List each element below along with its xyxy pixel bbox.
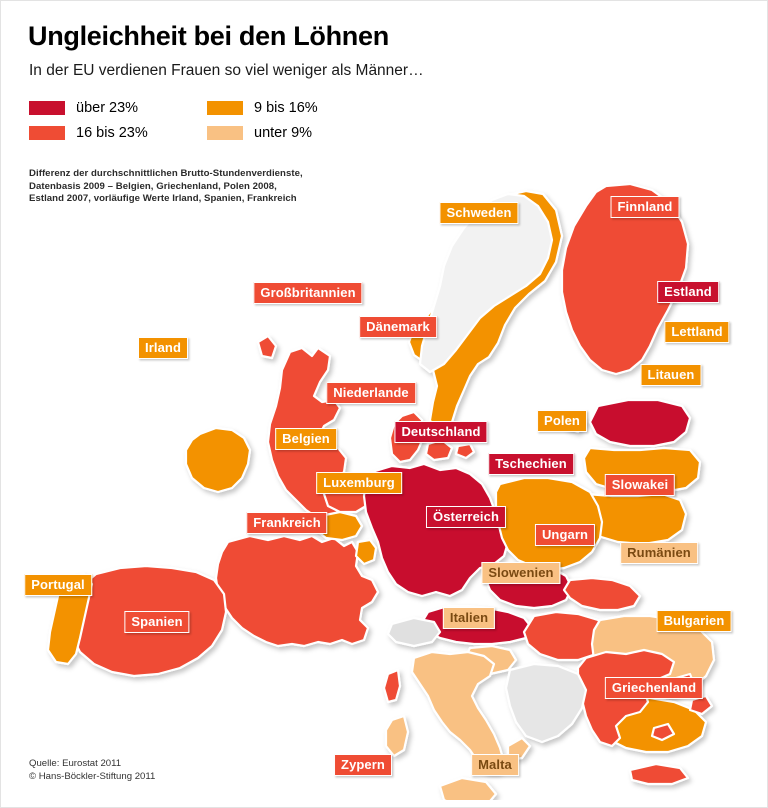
map-label-slowenien[interactable]: Slowenien bbox=[481, 562, 561, 584]
non-eu-schweiz bbox=[386, 616, 442, 648]
map-label-portugal[interactable]: Portugal bbox=[24, 574, 92, 596]
country-deutschland bbox=[362, 462, 510, 598]
map-label-malta[interactable]: Malta bbox=[471, 754, 519, 776]
legend-label-9-bis-16: 9 bis 16% bbox=[254, 100, 318, 116]
footnote-line-1: Differenz der durchschnittlichen Brutto-… bbox=[29, 168, 303, 179]
country-slowakei bbox=[562, 576, 642, 612]
footnote-line-2: Datenbasis 2009 – Belgien, Griechenland,… bbox=[29, 180, 277, 192]
country-irland bbox=[184, 426, 252, 494]
map-label-slowakei[interactable]: Slowakei bbox=[604, 474, 676, 496]
map-label-belgien[interactable]: Belgien bbox=[275, 428, 337, 450]
country-sardinien bbox=[384, 714, 410, 758]
legend-swatch-orange bbox=[207, 101, 243, 115]
map-label-lettland[interactable]: Lettland bbox=[664, 321, 730, 343]
source-line-1: Quelle: Eurostat 2011 bbox=[29, 758, 122, 769]
map-label-grossbritannien[interactable]: Großbritannien bbox=[253, 282, 363, 304]
footnote: Differenz der durchschnittlichen Brutto-… bbox=[29, 168, 303, 206]
legend-item-ueber-23: über 23% bbox=[29, 100, 207, 116]
map-label-estland[interactable]: Estland bbox=[657, 281, 719, 303]
legend-label-16-bis-23: 16 bis 23% bbox=[76, 125, 148, 141]
country-finnland bbox=[560, 182, 690, 376]
map-label-oesterreich[interactable]: Österreich bbox=[425, 506, 507, 528]
map-label-irland[interactable]: Irland bbox=[138, 337, 188, 359]
legend-swatch-light-orange bbox=[207, 126, 243, 140]
country-grossbritannien-north bbox=[256, 334, 278, 360]
legend-label-ueber-23: über 23% bbox=[76, 100, 139, 116]
country-korsika bbox=[382, 668, 402, 704]
source-credit: Quelle: Eurostat 2011 © Hans-Böckler-Sti… bbox=[29, 757, 155, 783]
legend-item-unter-9: unter 9% bbox=[207, 125, 357, 141]
map-label-spanien[interactable]: Spanien bbox=[124, 611, 190, 633]
map-label-deutschland[interactable]: Deutschland bbox=[394, 421, 488, 443]
map-label-niederlande[interactable]: Niederlande bbox=[326, 382, 416, 404]
country-luxemburg bbox=[354, 538, 378, 566]
country-daenemark-island2 bbox=[454, 442, 476, 460]
legend-item-9-bis-16: 9 bis 16% bbox=[207, 100, 357, 116]
source-line-2: © Hans-Böckler-Stiftung 2011 bbox=[29, 771, 156, 782]
map-label-finnland[interactable]: Finnland bbox=[610, 196, 680, 218]
map-label-ungarn[interactable]: Ungarn bbox=[534, 524, 596, 546]
legend-swatch-dark-red bbox=[29, 101, 65, 115]
country-daenemark-islands bbox=[424, 438, 454, 462]
europe-choropleth-map: Schweden Finnland Estland Lettland Litauen Gr… bbox=[0, 150, 768, 800]
map-label-luxemburg[interactable]: Luxemburg bbox=[316, 472, 402, 494]
non-eu-balkan bbox=[504, 662, 588, 744]
country-griechische-inseln-3 bbox=[650, 722, 676, 742]
legend-row: über 23% 9 bis 16% bbox=[29, 100, 359, 125]
map-label-zypern[interactable]: Zypern bbox=[334, 754, 392, 776]
footnote-line-3: Estland 2007, vorläufige Werte Irland, S… bbox=[29, 193, 297, 205]
country-frankreich bbox=[214, 534, 380, 648]
country-griechische-inseln-2 bbox=[688, 694, 714, 716]
map-label-daenemark[interactable]: Dänemark bbox=[359, 316, 437, 338]
non-eu-norwegen bbox=[418, 192, 554, 374]
legend-label-unter-9: unter 9% bbox=[254, 125, 313, 141]
country-kreta bbox=[628, 762, 690, 786]
map-label-schweden[interactable]: Schweden bbox=[439, 202, 519, 224]
country-estland bbox=[588, 398, 692, 448]
legend-item-16-bis-23: 16 bis 23% bbox=[29, 125, 207, 141]
page-title: Ungleichheit bei den Löhnen bbox=[28, 21, 389, 51]
page-subtitle: In der EU verdienen Frauen so viel wenig… bbox=[29, 62, 424, 79]
map-label-frankreich[interactable]: Frankreich bbox=[246, 512, 328, 534]
legend-swatch-red bbox=[29, 126, 65, 140]
map-label-tschechien[interactable]: Tschechien bbox=[488, 453, 574, 475]
map-label-italien[interactable]: Italien bbox=[442, 607, 496, 629]
map-label-bulgarien[interactable]: Bulgarien bbox=[656, 610, 732, 632]
legend: über 23% 9 bis 16% 16 bis 23% unter 9% bbox=[29, 100, 359, 150]
legend-row: 16 bis 23% unter 9% bbox=[29, 125, 359, 150]
map-label-litauen[interactable]: Litauen bbox=[640, 364, 702, 386]
map-label-rumaenien[interactable]: Rumänien bbox=[620, 542, 698, 564]
map-label-polen[interactable]: Polen bbox=[537, 410, 587, 432]
country-sizilien bbox=[438, 776, 498, 800]
map-label-griechenland[interactable]: Griechenland bbox=[604, 677, 704, 699]
